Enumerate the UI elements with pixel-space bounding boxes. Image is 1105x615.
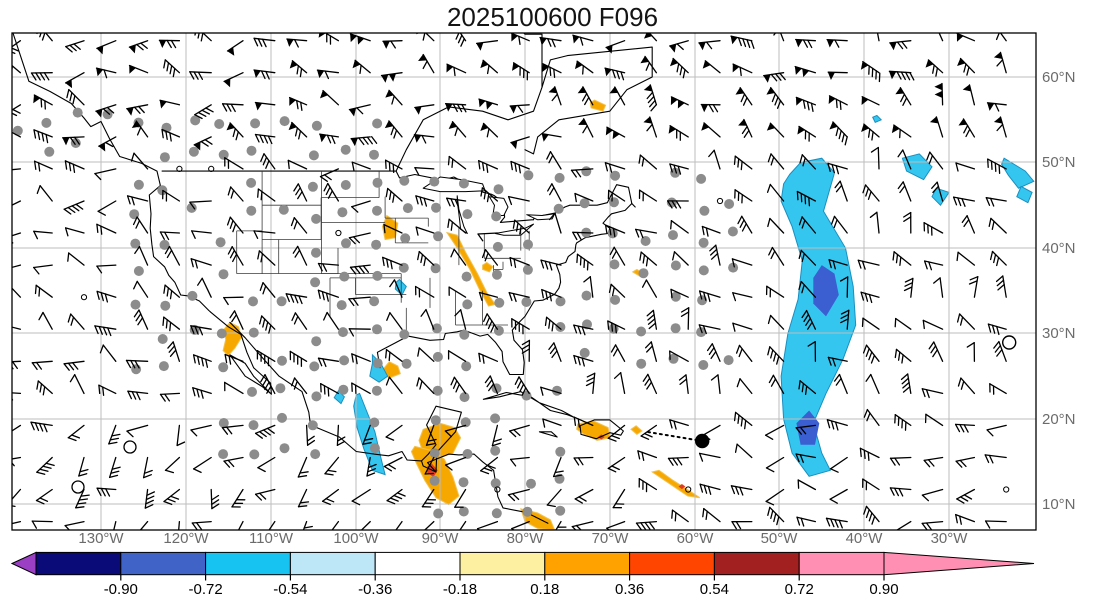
svg-text:80°W: 80°W (507, 530, 545, 547)
svg-text:120°W: 120°W (163, 530, 209, 547)
svg-text:-0.90: -0.90 (104, 581, 138, 598)
svg-text:-0.36: -0.36 (358, 581, 392, 598)
svg-text:90°W: 90°W (422, 530, 460, 547)
svg-text:50°N: 50°N (1042, 154, 1076, 171)
svg-text:0.36: 0.36 (615, 581, 644, 598)
svg-text:0.72: 0.72 (785, 581, 814, 598)
svg-text:-0.54: -0.54 (273, 581, 307, 598)
svg-text:0.18: 0.18 (530, 581, 559, 598)
svg-text:70°W: 70°W (592, 530, 630, 547)
svg-text:60°N: 60°N (1042, 69, 1076, 86)
svg-text:0.54: 0.54 (700, 581, 729, 598)
svg-text:0.90: 0.90 (869, 581, 898, 598)
svg-text:-0.18: -0.18 (443, 581, 477, 598)
svg-text:10°N: 10°N (1042, 496, 1076, 513)
svg-text:40°W: 40°W (846, 530, 884, 547)
svg-text:40°N: 40°N (1042, 240, 1076, 257)
svg-text:30°N: 30°N (1042, 325, 1076, 342)
svg-text:110°W: 110°W (249, 530, 294, 547)
svg-text:100°W: 100°W (333, 530, 379, 547)
svg-text:-0.72: -0.72 (188, 581, 222, 598)
svg-text:20°N: 20°N (1042, 411, 1076, 428)
svg-text:130°W: 130°W (78, 530, 124, 547)
svg-text:50°W: 50°W (761, 530, 799, 547)
svg-text:60°W: 60°W (677, 530, 715, 547)
svg-text:30°W: 30°W (931, 530, 969, 547)
